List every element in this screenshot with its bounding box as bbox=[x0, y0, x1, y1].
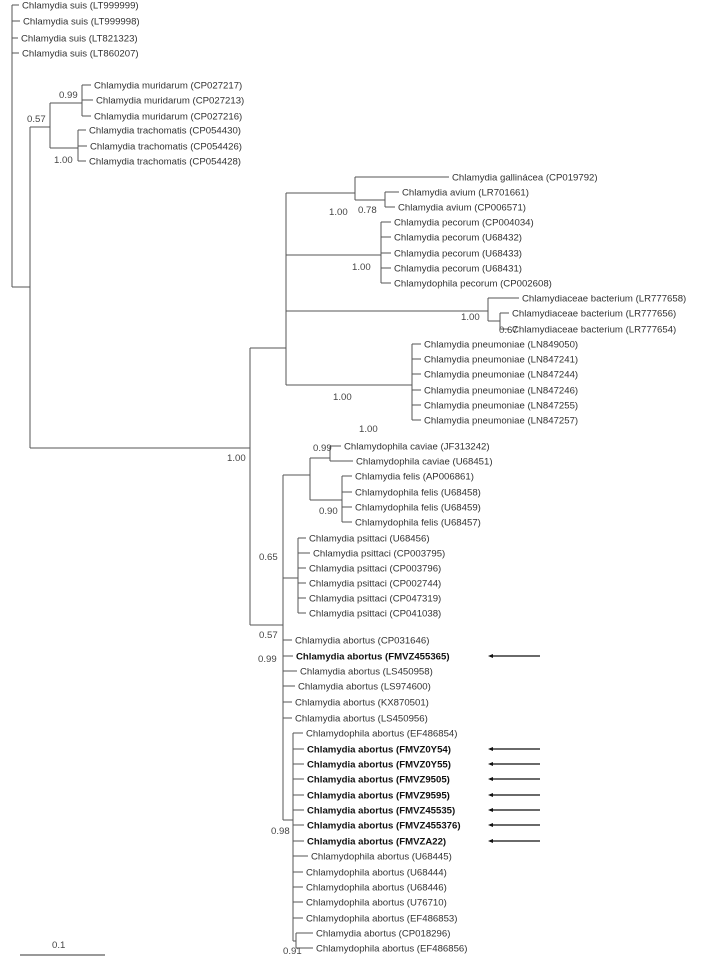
taxon-label: Chlamydia abortus (FMVZ9595) bbox=[307, 791, 450, 802]
taxon-label: Chlamydiaceae bacterium (LR777654) bbox=[512, 325, 676, 336]
arrowhead-icon bbox=[488, 823, 493, 827]
taxon-label: Chlamydophila caviae (JF313242) bbox=[344, 442, 490, 453]
taxon-label: Chlamydia pneumoniae (LN849050) bbox=[424, 340, 578, 351]
support-value: 1.00 bbox=[329, 207, 348, 218]
arrowhead-icon bbox=[488, 654, 493, 658]
support-value: 0.90 bbox=[319, 506, 338, 517]
taxon-label: Chlamydia pecorum (CP004034) bbox=[394, 218, 534, 229]
support-value: 0.99 bbox=[59, 90, 78, 101]
arrowhead-icon bbox=[488, 808, 493, 812]
taxon-label: Chlamydia abortus (LS450956) bbox=[295, 714, 428, 725]
taxon-label: Chlamydia avium (LR701661) bbox=[402, 188, 529, 199]
taxon-label: Chlamydophila abortus (U68445) bbox=[311, 852, 452, 863]
taxon-label: Chlamydia pneumoniae (LN847241) bbox=[424, 355, 578, 366]
taxon-label: Chlamydia pneumoniae (LN847246) bbox=[424, 386, 578, 397]
taxon-label: Chlamydia abortus (FMVZ0Y55) bbox=[307, 760, 451, 771]
arrowhead-icon bbox=[488, 762, 493, 766]
taxon-label: Chlamydia suis (LT860207) bbox=[22, 49, 139, 60]
taxon-label: Chlamydia psittaci (CP002744) bbox=[309, 579, 441, 590]
taxon-label: Chlamydophila felis (U68459) bbox=[355, 503, 481, 514]
taxon-label: Chlamydophila abortus (EF486854) bbox=[306, 729, 457, 740]
support-value: 0.57 bbox=[27, 114, 46, 125]
support-value: 0.99 bbox=[313, 443, 332, 454]
taxon-label: Chlamydia abortus (LS450958) bbox=[300, 667, 433, 678]
support-value: 1.00 bbox=[227, 453, 246, 464]
taxon-label: Chlamydia abortus (CP031646) bbox=[295, 636, 429, 647]
taxon-label: Chlamydia pecorum (U68433) bbox=[394, 249, 522, 260]
taxon-label: Chlamydia pecorum (U68431) bbox=[394, 264, 522, 275]
taxon-label: Chlamydia suis (LT999998) bbox=[23, 17, 140, 28]
taxon-label: Chlamydia trachomatis (CP054428) bbox=[89, 157, 241, 168]
taxon-label: Chlamydia pneumoniae (LN847257) bbox=[424, 416, 578, 427]
support-value: 1.00 bbox=[359, 424, 378, 435]
taxon-label: Chlamydia avium (CP006571) bbox=[398, 203, 526, 214]
support-value: 0.78 bbox=[358, 205, 377, 216]
support-value: 1.00 bbox=[461, 312, 480, 323]
taxon-label: Chlamydia pneumoniae (LN847244) bbox=[424, 370, 578, 381]
taxon-label: Chlamydia abortus (LS974600) bbox=[298, 682, 431, 693]
taxon-label: Chlamydia psittaci (CP003796) bbox=[309, 564, 441, 575]
support-value: 0.91 bbox=[283, 946, 302, 957]
taxon-label: Chlamydia abortus (FMVZ455365) bbox=[296, 652, 450, 663]
taxon-label: Chlamydiaceae bacterium (LR777656) bbox=[512, 309, 676, 320]
taxon-label: Chlamydia abortus (FMVZ0Y54) bbox=[307, 745, 451, 756]
taxon-label: Chlamydia muridarum (CP027216) bbox=[94, 112, 242, 123]
taxon-label: Chlamydia psittaci (CP047319) bbox=[309, 594, 441, 605]
support-value: 0.99 bbox=[258, 654, 277, 665]
scale-bar-label: 0.1 bbox=[52, 940, 65, 951]
taxon-label: Chlamydophila abortus (U68444) bbox=[306, 868, 447, 879]
taxon-label: Chlamydia abortus (KX870501) bbox=[295, 698, 429, 709]
taxon-label: Chlamydiaceae bacterium (LR777658) bbox=[522, 294, 686, 305]
support-value: 0.98 bbox=[271, 826, 290, 837]
taxon-label: Chlamydia suis (LT821323) bbox=[21, 34, 138, 45]
support-value: 1.00 bbox=[54, 155, 73, 166]
taxon-label: Chlamydophila felis (U68457) bbox=[355, 518, 481, 529]
taxon-label: Chlamydia psittaci (U68456) bbox=[309, 534, 430, 545]
taxon-label: Chlamydia muridarum (CP027213) bbox=[96, 96, 244, 107]
arrowhead-icon bbox=[488, 747, 493, 751]
taxon-label: Chlamydia muridarum (CP027217) bbox=[94, 81, 242, 92]
arrowhead-icon bbox=[488, 777, 493, 781]
taxon-label: Chlamydia psittaci (CP003795) bbox=[313, 549, 445, 560]
arrowhead-icon bbox=[488, 793, 493, 797]
taxon-label: Chlamydia pneumoniae (LN847255) bbox=[424, 401, 578, 412]
support-value: 1.00 bbox=[333, 392, 352, 403]
taxon-label: Chlamydia suis (LT999999) bbox=[22, 1, 139, 12]
taxon-label: Chlamydia trachomatis (CP054430) bbox=[89, 126, 241, 137]
taxon-label: Chlamydophila felis (U68458) bbox=[355, 488, 481, 499]
taxon-label: Chlamydia trachomatis (CP054426) bbox=[90, 142, 242, 153]
taxon-label: Chlamydia abortus (FMVZA22) bbox=[307, 837, 446, 848]
taxon-label: Chlamydophila abortus (EF486853) bbox=[306, 914, 457, 925]
taxon-label: Chlamydophila pecorum (CP002608) bbox=[394, 279, 552, 290]
support-value: 0.57 bbox=[259, 630, 278, 641]
support-value: 1.00 bbox=[352, 262, 371, 273]
taxon-label: Chlamydophila abortus (EF486856) bbox=[316, 944, 467, 955]
taxon-label: Chlamydia abortus (CP018296) bbox=[316, 929, 450, 940]
taxon-label: Chlamydia psittaci (CP041038) bbox=[309, 609, 441, 620]
taxon-label: Chlamydophila caviae (U68451) bbox=[356, 457, 493, 468]
taxon-label: Chlamydia abortus (FMVZ45535) bbox=[307, 806, 455, 817]
taxon-label: Chlamydia gallinácea (CP019792) bbox=[452, 173, 598, 184]
taxon-label: Chlamydophila abortus (U76710) bbox=[306, 898, 447, 909]
taxon-label: Chlamydia felis (AP006861) bbox=[355, 472, 474, 483]
support-value: 0.67 bbox=[499, 325, 518, 336]
taxon-label: Chlamydophila abortus (U68446) bbox=[306, 883, 447, 894]
taxon-label: Chlamydia abortus (FMVZ9505) bbox=[307, 775, 450, 786]
taxon-label: Chlamydia abortus (FMVZ455376) bbox=[307, 821, 461, 832]
arrowhead-icon bbox=[488, 839, 493, 843]
taxon-label: Chlamydia pecorum (U68432) bbox=[394, 233, 522, 244]
support-value: 0.65 bbox=[259, 552, 278, 563]
